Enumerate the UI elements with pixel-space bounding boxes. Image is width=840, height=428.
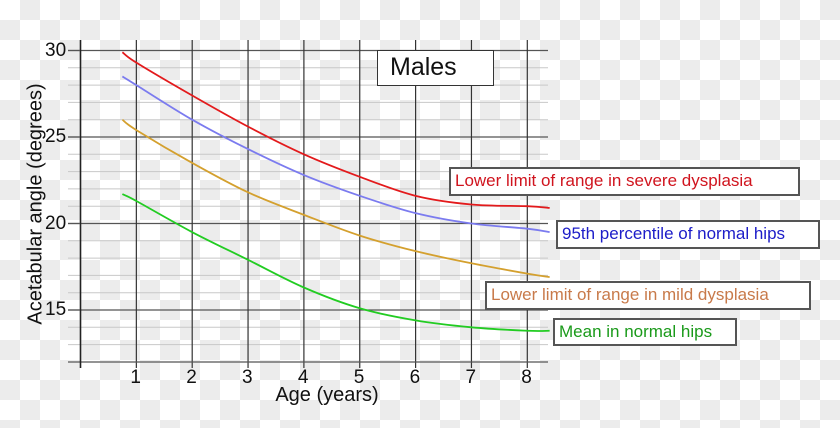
x-tick-label: 1 xyxy=(130,367,141,388)
axes xyxy=(68,40,548,368)
chart-title: Males xyxy=(377,50,494,86)
y-tick-label: 25 xyxy=(45,126,67,147)
y-axis-label: Acetabular angle (degrees) xyxy=(24,83,47,325)
y-tick-label: 30 xyxy=(45,39,67,61)
x-tick-label: 5 xyxy=(353,367,365,388)
x-tick-label: 2 xyxy=(186,367,197,388)
series-line xyxy=(121,51,550,209)
x-axis-label: Age (years) xyxy=(275,384,379,406)
series-label-severe-dysplasia: Lower limit of range in severe dysplasia xyxy=(449,167,800,196)
series-line xyxy=(121,193,550,332)
x-tick-label: 4 xyxy=(297,367,309,388)
y-tick-label: 20 xyxy=(45,212,67,234)
series-line xyxy=(121,118,550,279)
y-tick-label: 15 xyxy=(45,299,67,320)
x-tick-label: 6 xyxy=(409,367,421,388)
series-label-95th-percentile: 95th percentile of normal hips xyxy=(556,220,820,249)
x-tick-label: 3 xyxy=(242,367,253,388)
series-label-mean-normal: Mean in normal hips xyxy=(553,318,737,346)
series-label-mild-dysplasia: Lower limit of range in mild dysplasia xyxy=(485,281,811,310)
x-tick-label: 7 xyxy=(465,367,477,388)
minor-gridlines xyxy=(68,67,548,346)
data-lines xyxy=(121,51,550,332)
series-line xyxy=(121,75,550,234)
x-tick-label: 8 xyxy=(521,367,532,388)
